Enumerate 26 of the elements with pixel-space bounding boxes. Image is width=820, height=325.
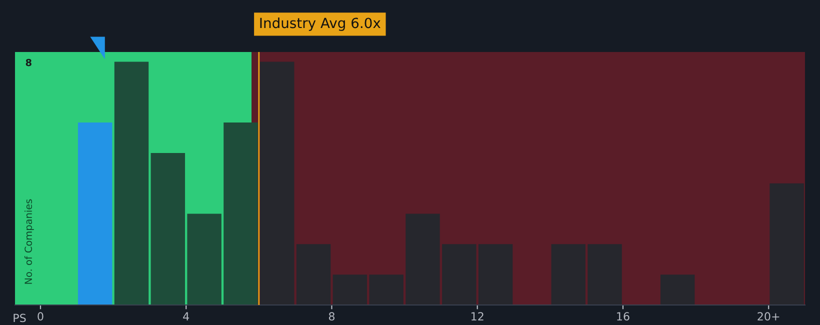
bar	[478, 244, 513, 305]
x-tick-label: 20+	[758, 312, 780, 321]
bar	[150, 152, 186, 305]
bar	[224, 122, 258, 305]
bar	[187, 214, 222, 305]
bar	[660, 274, 695, 305]
y-axis-title: No. of Companies	[24, 199, 34, 284]
bar	[770, 183, 804, 305]
x-tick-label: 12	[472, 312, 484, 320]
bar	[260, 62, 294, 305]
x-tick-label: 0	[38, 312, 44, 321]
bar	[332, 274, 368, 305]
bar	[296, 244, 331, 305]
bar	[588, 244, 622, 305]
bar	[78, 122, 112, 305]
bar	[114, 62, 149, 305]
bar	[406, 214, 440, 305]
ref-line-label: Industry Avg 6.0x	[260, 17, 380, 31]
x-tick-label: 8	[328, 312, 334, 321]
bar	[442, 244, 476, 305]
bar	[551, 244, 586, 305]
annotation: 8	[26, 58, 32, 66]
x-tick-label: 4	[183, 312, 190, 320]
x-tick-label: 16	[617, 312, 630, 321]
bar	[369, 274, 404, 305]
x-axis-title: PS	[14, 314, 26, 322]
